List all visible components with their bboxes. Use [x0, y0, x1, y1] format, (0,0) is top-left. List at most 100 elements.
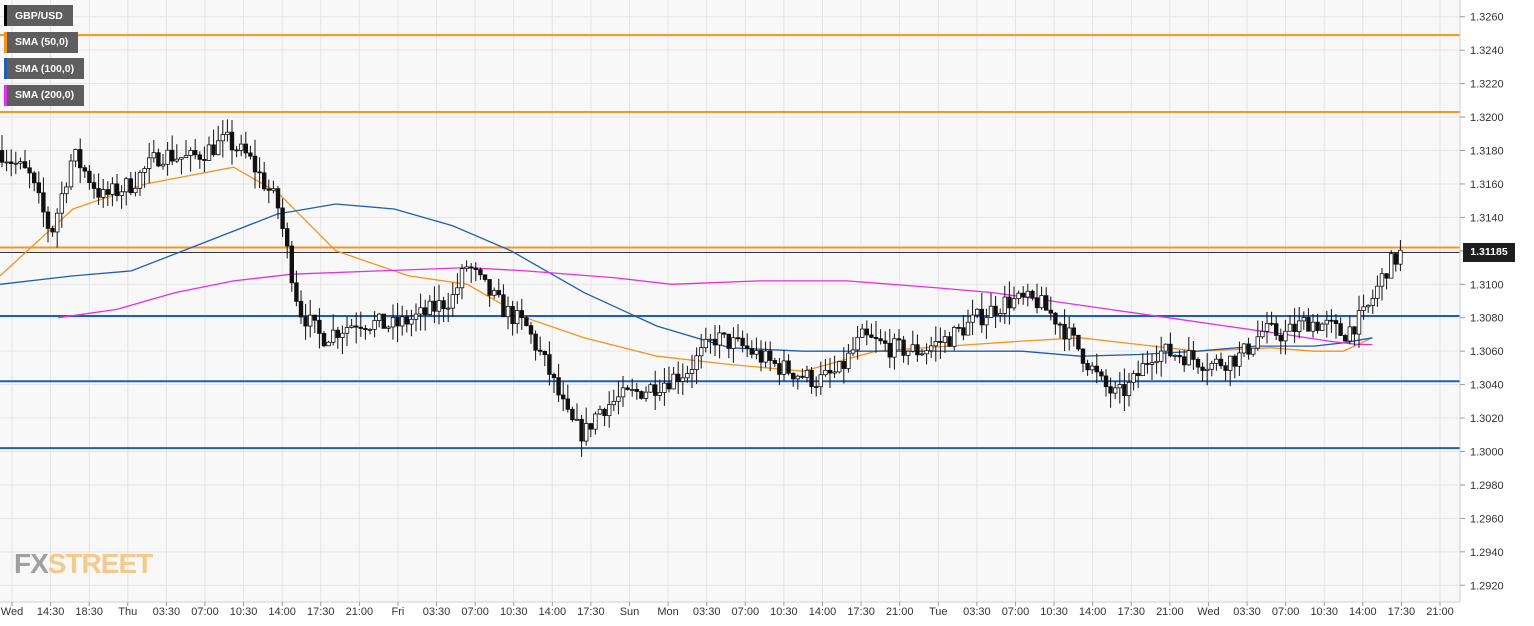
legend-item-gbpusd[interactable]: GBP/USD: [4, 5, 73, 26]
candle-body: [620, 387, 626, 398]
candle-body: [1113, 387, 1118, 394]
candle-body: [749, 348, 754, 355]
candle-body: [993, 305, 998, 316]
candle-body: [206, 144, 212, 161]
chart-legend: GBP/USD SMA (50,0) SMA (100,0) SMA (200,…: [4, 5, 85, 111]
x-tick-label: 03:30: [693, 606, 721, 618]
candle-body: [988, 305, 994, 318]
x-tick-label: 21:00: [886, 606, 914, 618]
candle-body: [804, 369, 810, 378]
candle-body: [482, 274, 488, 280]
candle-body: [735, 337, 741, 340]
candle-body: [901, 339, 906, 356]
x-tick-label: 14:00: [809, 606, 837, 618]
candle-body: [639, 391, 644, 399]
candle-body: [745, 345, 750, 349]
candle-body: [192, 150, 198, 156]
candle-body: [551, 374, 557, 379]
x-tick-label: 03:30: [423, 606, 451, 618]
candle-body: [924, 350, 929, 355]
candle-body: [73, 149, 78, 162]
legend-swatch: [4, 58, 7, 79]
candle-body: [335, 329, 340, 338]
candle-body: [648, 384, 653, 393]
candle-body: [680, 377, 685, 382]
candle-body: [1090, 365, 1095, 371]
candle-body: [165, 149, 170, 165]
candle-body: [137, 172, 143, 189]
candle-body: [1122, 384, 1127, 396]
candle-body: [1126, 381, 1132, 396]
candle-body: [998, 312, 1003, 316]
candle-body: [13, 162, 18, 165]
candle-body: [823, 369, 828, 376]
candle-body: [754, 350, 759, 355]
x-tick-label: 17:30: [577, 606, 605, 618]
candle-body: [146, 157, 152, 169]
candle-body: [1172, 355, 1178, 357]
candle-body: [183, 155, 189, 159]
candle-body: [1085, 362, 1090, 371]
y-tick-label: 1.2920: [1470, 580, 1504, 592]
y-tick-label: 1.3080: [1470, 313, 1504, 325]
candle-body: [1016, 292, 1021, 300]
candle-body: [722, 332, 727, 335]
candle-body: [151, 152, 156, 159]
candle-body: [238, 143, 244, 151]
candle-body: [837, 361, 842, 373]
x-tick-label: 14:00: [268, 606, 296, 618]
candle-body: [616, 396, 621, 402]
candle-body: [528, 325, 534, 335]
plot-background: [0, 0, 1460, 602]
legend-item-sma200[interactable]: SMA (200,0): [4, 84, 85, 106]
candle-body: [1117, 384, 1122, 389]
logo-street: STREET: [47, 548, 153, 579]
price-axis-ticks: 1.3260 1.3240 1.3220 1.3200 1.3180 1.3160 1.31…: [1460, 12, 1504, 592]
candle-body: [947, 336, 952, 347]
candle-body: [561, 394, 566, 400]
legend-label: SMA (100,0): [15, 62, 75, 75]
y-tick-label: 1.3240: [1470, 45, 1504, 57]
candle-body: [1389, 253, 1394, 279]
candle-body: [188, 150, 193, 156]
candle-body: [657, 392, 662, 396]
candle-body: [8, 161, 14, 164]
candle-body: [666, 382, 672, 390]
candle-body: [841, 361, 846, 369]
candle-body: [229, 131, 235, 151]
candle-body: [791, 372, 796, 380]
candle-body: [261, 172, 267, 190]
candle-body: [883, 340, 888, 344]
candle-body: [1338, 323, 1343, 336]
legend-item-sma100[interactable]: SMA (100,0): [4, 58, 85, 79]
candle-body: [864, 328, 869, 336]
candle-body: [1021, 292, 1026, 298]
x-tick-label: 17:30: [847, 606, 875, 618]
candle-body: [1398, 249, 1403, 265]
candle-body: [524, 317, 529, 327]
x-tick-label: 07:00: [1002, 606, 1030, 618]
candle-body: [979, 308, 984, 326]
legend-item-sma50[interactable]: SMA (50,0): [4, 31, 79, 53]
candle-body: [1356, 310, 1362, 335]
candle-body: [676, 373, 681, 382]
candle-body: [289, 245, 294, 284]
y-tick-label: 1.2940: [1470, 547, 1504, 559]
candle-body: [1094, 365, 1099, 373]
x-tick-label: 03:30: [153, 606, 181, 618]
candle-body: [344, 327, 350, 334]
candle-body: [915, 344, 920, 356]
candle-body: [611, 400, 616, 406]
candle-body: [1030, 290, 1035, 299]
candle-body: [252, 155, 258, 173]
candle-body: [133, 187, 138, 194]
x-tick-label: 10:30: [500, 606, 528, 618]
candle-body: [340, 332, 345, 338]
candle-body: [1237, 352, 1242, 367]
candle-body: [1007, 296, 1012, 309]
candle-body: [487, 279, 492, 296]
grid-lines: [0, 0, 1460, 602]
x-tick-label: Sun: [620, 606, 640, 618]
candle-body: [1218, 358, 1224, 367]
candle-body: [1099, 371, 1104, 377]
